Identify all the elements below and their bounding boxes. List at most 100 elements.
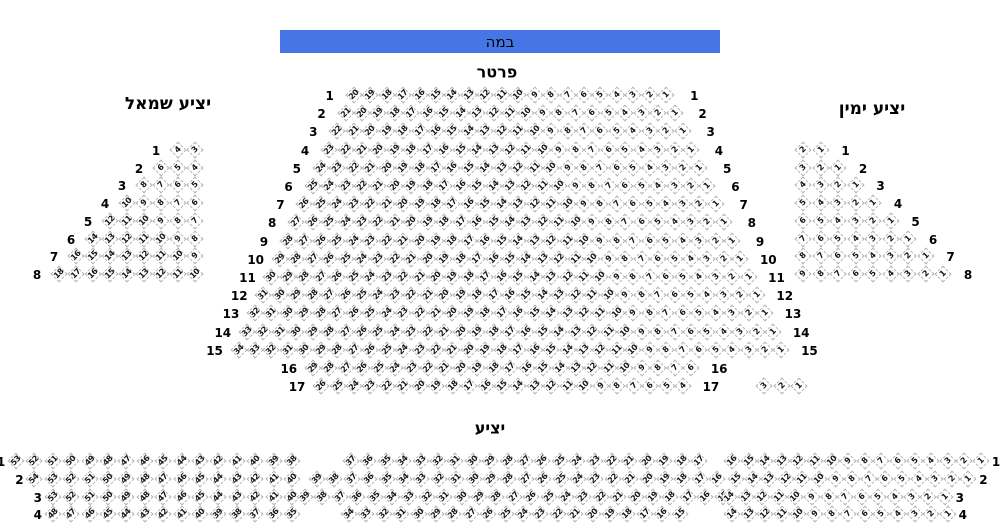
seat[interactable]: 38 bbox=[228, 505, 246, 523]
seat[interactable]: 19 bbox=[427, 377, 445, 395]
seat[interactable]: 14 bbox=[493, 195, 511, 213]
seat[interactable]: 6 bbox=[847, 265, 864, 283]
seat[interactable]: 20 bbox=[378, 159, 396, 177]
seat[interactable]: 11 bbox=[550, 213, 568, 231]
seat[interactable]: 13 bbox=[559, 304, 577, 322]
seat[interactable]: 10 bbox=[526, 122, 544, 140]
seat[interactable]: 11 bbox=[501, 104, 519, 122]
seat[interactable]: 45 bbox=[191, 488, 209, 506]
seat[interactable]: 48 bbox=[136, 488, 154, 506]
seat[interactable]: 14 bbox=[452, 104, 470, 122]
seat[interactable]: 10 bbox=[509, 86, 527, 104]
seat[interactable]: 4 bbox=[649, 177, 667, 195]
seat[interactable]: 30 bbox=[464, 452, 482, 470]
seat[interactable]: 12 bbox=[501, 141, 519, 159]
seat[interactable]: 6 bbox=[616, 177, 634, 195]
seat[interactable]: 22 bbox=[378, 377, 396, 395]
seat[interactable]: 28 bbox=[320, 323, 338, 341]
seat[interactable]: 37 bbox=[246, 505, 264, 523]
seat[interactable]: 22 bbox=[337, 141, 354, 159]
seat[interactable]: 23 bbox=[320, 141, 338, 159]
seat[interactable]: 8 bbox=[812, 265, 829, 283]
seat[interactable]: 50 bbox=[99, 470, 117, 488]
seat[interactable]: 15 bbox=[740, 452, 758, 470]
seat[interactable]: 1 bbox=[707, 195, 725, 213]
seat[interactable]: 4 bbox=[666, 213, 683, 231]
seat[interactable]: 27 bbox=[304, 250, 322, 268]
seat[interactable]: 1 bbox=[939, 505, 957, 523]
seat[interactable]: 7 bbox=[591, 159, 609, 177]
seat[interactable]: 9 bbox=[550, 141, 568, 159]
seat[interactable]: 33 bbox=[412, 470, 430, 488]
seat[interactable]: 19 bbox=[378, 122, 396, 140]
seat[interactable]: 22 bbox=[419, 323, 437, 341]
seat[interactable]: 5 bbox=[657, 232, 675, 250]
seat[interactable]: 23 bbox=[586, 470, 604, 488]
seat[interactable]: 1 bbox=[756, 304, 774, 322]
seat[interactable]: 4 bbox=[674, 377, 692, 395]
seat[interactable]: 30 bbox=[279, 304, 297, 322]
seat[interactable]: 20 bbox=[452, 323, 470, 341]
seat[interactable]: 9 bbox=[624, 304, 642, 322]
seat[interactable]: 3 bbox=[715, 286, 733, 304]
seat[interactable]: 11 bbox=[583, 286, 601, 304]
seat[interactable]: 7 bbox=[559, 86, 577, 104]
seat[interactable]: 30 bbox=[271, 286, 289, 304]
seat[interactable]: 8 bbox=[186, 230, 204, 247]
seat[interactable]: 13 bbox=[526, 232, 544, 250]
seat[interactable]: 27 bbox=[505, 488, 523, 506]
seat[interactable]: 14 bbox=[501, 213, 519, 231]
seat[interactable]: 5 bbox=[690, 304, 708, 322]
seat[interactable]: 19 bbox=[427, 232, 445, 250]
seat[interactable]: 28 bbox=[320, 359, 338, 377]
seat[interactable]: 11 bbox=[135, 230, 153, 247]
seat[interactable]: 32 bbox=[262, 341, 280, 359]
seat[interactable]: 3 bbox=[674, 195, 692, 213]
seat[interactable]: 4 bbox=[682, 250, 700, 268]
seat[interactable]: 13 bbox=[534, 250, 552, 268]
seat[interactable]: 4 bbox=[690, 268, 708, 286]
seat[interactable]: 7 bbox=[666, 323, 683, 341]
seat[interactable]: 20 bbox=[639, 470, 657, 488]
seat[interactable]: 19 bbox=[468, 359, 486, 377]
seat[interactable]: 10 bbox=[616, 323, 634, 341]
seat[interactable]: 15 bbox=[534, 359, 552, 377]
seat[interactable]: 9 bbox=[803, 488, 821, 506]
seat[interactable]: 13 bbox=[760, 470, 778, 488]
seat[interactable]: 26 bbox=[479, 505, 497, 523]
seat[interactable]: 13 bbox=[101, 230, 119, 247]
seat[interactable]: 23 bbox=[411, 341, 429, 359]
seat[interactable]: 8 bbox=[633, 286, 651, 304]
seat[interactable]: 10 bbox=[575, 232, 593, 250]
seat[interactable]: 22 bbox=[549, 505, 567, 523]
seat[interactable]: 18 bbox=[673, 470, 691, 488]
seat[interactable]: 44 bbox=[117, 505, 135, 523]
seat[interactable]: 43 bbox=[228, 488, 246, 506]
seat[interactable]: 25 bbox=[320, 213, 338, 231]
seat[interactable]: 25 bbox=[552, 470, 570, 488]
seat[interactable]: 10 bbox=[550, 177, 568, 195]
seat[interactable]: 8 bbox=[608, 377, 626, 395]
seat[interactable]: 19 bbox=[402, 177, 420, 195]
seat[interactable]: 14 bbox=[723, 505, 741, 523]
seat[interactable]: 41 bbox=[228, 452, 246, 470]
seat[interactable]: 51 bbox=[44, 452, 62, 470]
seat[interactable]: 13 bbox=[575, 341, 593, 359]
seat[interactable]: 21 bbox=[394, 377, 412, 395]
seat[interactable]: 33 bbox=[238, 323, 256, 341]
seat[interactable]: 7 bbox=[633, 250, 651, 268]
seat[interactable]: 21 bbox=[337, 104, 354, 122]
seat[interactable]: 15 bbox=[485, 213, 503, 231]
seat[interactable]: 11 bbox=[806, 452, 824, 470]
seat[interactable]: 26 bbox=[320, 250, 338, 268]
seat[interactable]: 44 bbox=[209, 470, 227, 488]
seat[interactable]: 5 bbox=[707, 341, 725, 359]
seat[interactable]: 26 bbox=[522, 488, 540, 506]
seat[interactable]: 12 bbox=[517, 177, 535, 195]
seat[interactable]: 5 bbox=[794, 194, 812, 212]
seat[interactable]: 13 bbox=[468, 104, 486, 122]
seat[interactable]: 34 bbox=[383, 488, 401, 506]
seat[interactable]: 30 bbox=[287, 323, 305, 341]
seat[interactable]: 51 bbox=[81, 470, 99, 488]
seat[interactable]: 12 bbox=[567, 286, 585, 304]
